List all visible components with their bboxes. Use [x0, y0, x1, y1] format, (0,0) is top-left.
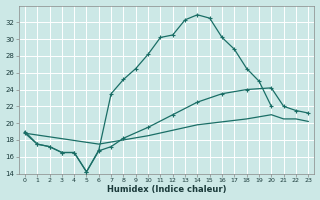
X-axis label: Humidex (Indice chaleur): Humidex (Indice chaleur) — [107, 185, 226, 194]
